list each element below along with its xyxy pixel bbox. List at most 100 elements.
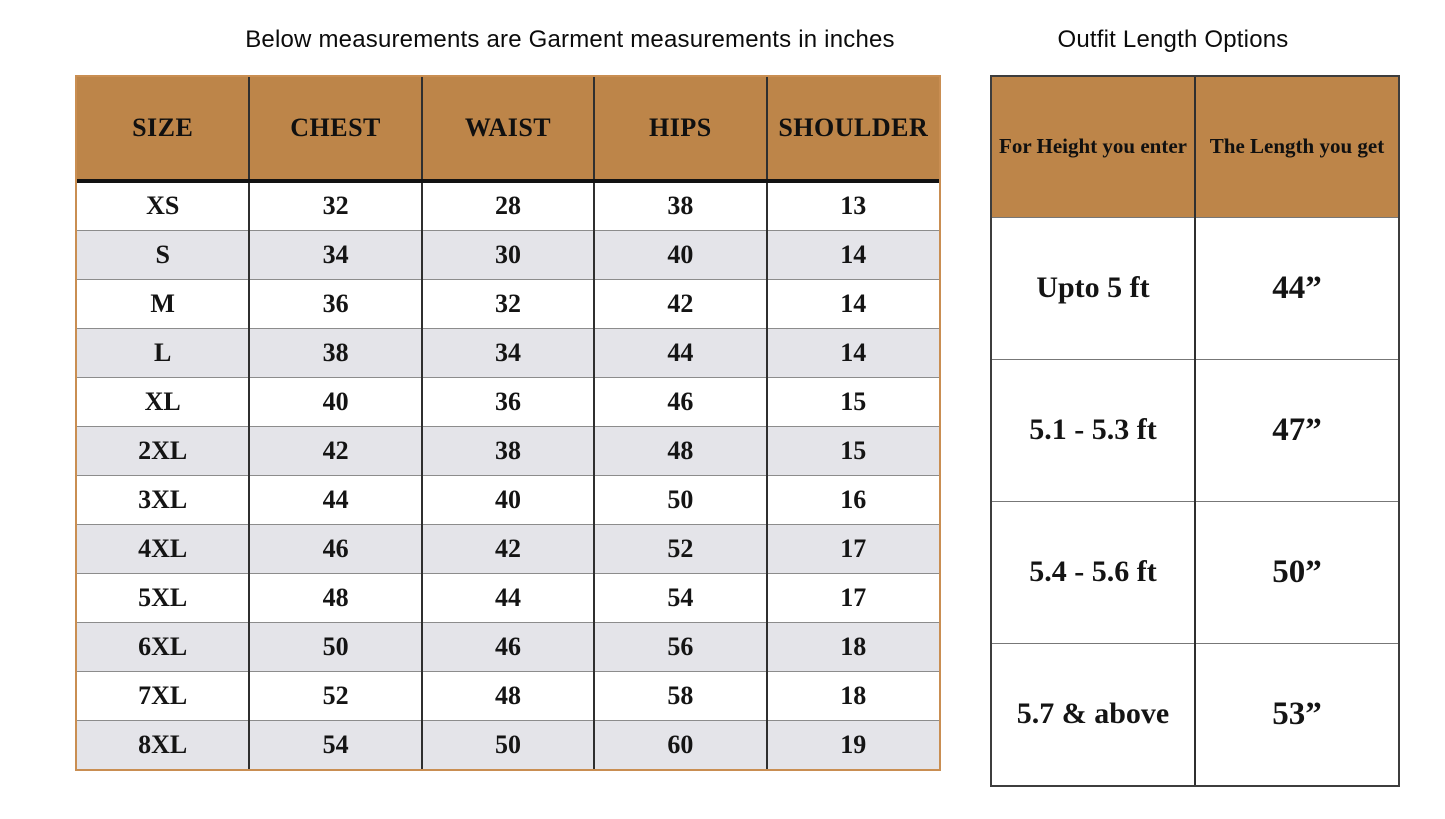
cell-chest: 50 [248, 621, 422, 671]
table-row: 5.4 - 5.6 ft 50” [992, 500, 1398, 643]
cell-chest: 48 [248, 572, 422, 622]
cell-hips: 48 [593, 425, 767, 475]
table-row: M 36 32 42 14 [77, 278, 939, 328]
column-header-length: The Length you get [1194, 77, 1398, 218]
cell-size: S [77, 229, 250, 279]
cell-chest: 32 [248, 181, 422, 230]
cell-hips: 54 [593, 572, 767, 622]
cell-size: M [77, 278, 250, 328]
cell-shoulder: 18 [765, 670, 939, 720]
header-row: For Height you enter The Length you get [992, 77, 1398, 218]
table-row: 8XL 54 50 60 19 [77, 719, 939, 769]
table-row: 6XL 50 46 56 18 [77, 621, 939, 671]
cell-hips: 38 [593, 181, 767, 230]
cell-hips: 56 [593, 621, 767, 671]
cell-chest: 44 [248, 474, 422, 524]
cell-size: 4XL [77, 523, 250, 573]
table-row: XL 40 36 46 15 [77, 376, 939, 426]
cell-waist: 44 [420, 572, 595, 622]
cell-shoulder: 19 [765, 719, 939, 769]
cell-chest: 52 [248, 670, 422, 720]
cell-hips: 42 [593, 278, 767, 328]
cell-waist: 28 [420, 181, 595, 230]
cell-hips: 52 [593, 523, 767, 573]
cell-waist: 46 [420, 621, 595, 671]
cell-chest: 40 [248, 376, 422, 426]
table-row: L 38 34 44 14 [77, 327, 939, 377]
cell-chest: 46 [248, 523, 422, 573]
column-header-height: For Height you enter [992, 77, 1195, 218]
cell-length: 53” [1194, 642, 1398, 785]
cell-size: 2XL [77, 425, 250, 475]
cell-shoulder: 13 [765, 181, 939, 230]
table-row: Upto 5 ft 44” [992, 217, 1398, 359]
table-row: 5.1 - 5.3 ft 47” [992, 358, 1398, 501]
garment-measurements-section: Below measurements are Garment measureme… [75, 26, 941, 771]
cell-waist: 50 [420, 719, 595, 769]
cell-waist: 38 [420, 425, 595, 475]
column-header-hips: HIPS [593, 77, 767, 183]
cell-size: XS [77, 181, 250, 230]
cell-length: 47” [1194, 358, 1398, 501]
cell-chest: 34 [248, 229, 422, 279]
cell-length: 50” [1194, 500, 1398, 643]
cell-length: 44” [1194, 217, 1398, 359]
cell-shoulder: 15 [765, 425, 939, 475]
cell-hips: 58 [593, 670, 767, 720]
cell-chest: 38 [248, 327, 422, 377]
outfit-length-table: For Height you enter The Length you get … [992, 77, 1398, 785]
cell-waist: 48 [420, 670, 595, 720]
outfit-length-section: Outfit Length Options For Height you ent… [990, 26, 1400, 787]
cell-size: 7XL [77, 670, 250, 720]
cell-waist: 36 [420, 376, 595, 426]
garment-table-title: Below measurements are Garment measureme… [245, 26, 895, 53]
cell-size: 5XL [77, 572, 250, 622]
cell-shoulder: 14 [765, 327, 939, 377]
cell-size: 8XL [77, 719, 250, 769]
cell-shoulder: 15 [765, 376, 939, 426]
cell-waist: 34 [420, 327, 595, 377]
cell-shoulder: 17 [765, 523, 939, 573]
cell-shoulder: 14 [765, 229, 939, 279]
outfit-table-title: Outfit Length Options [1057, 26, 1289, 53]
cell-height-range: 5.4 - 5.6 ft [992, 500, 1195, 643]
cell-hips: 40 [593, 229, 767, 279]
outfit-length-table-border: For Height you enter The Length you get … [990, 75, 1400, 787]
cell-height-range: Upto 5 ft [992, 217, 1195, 359]
header-row: SIZE CHEST WAIST HIPS SHOULDER [77, 77, 939, 183]
cell-waist: 42 [420, 523, 595, 573]
table-row: 5XL 48 44 54 17 [77, 572, 939, 622]
garment-size-table: SIZE CHEST WAIST HIPS SHOULDER XS 32 28 … [77, 77, 939, 769]
cell-chest: 36 [248, 278, 422, 328]
cell-size: XL [77, 376, 250, 426]
cell-shoulder: 14 [765, 278, 939, 328]
cell-hips: 46 [593, 376, 767, 426]
cell-waist: 30 [420, 229, 595, 279]
cell-waist: 40 [420, 474, 595, 524]
cell-hips: 50 [593, 474, 767, 524]
table-row: S 34 30 40 14 [77, 229, 939, 279]
cell-waist: 32 [420, 278, 595, 328]
column-header-size: SIZE [77, 77, 250, 183]
cell-shoulder: 16 [765, 474, 939, 524]
cell-height-range: 5.7 & above [992, 642, 1195, 785]
cell-hips: 60 [593, 719, 767, 769]
cell-size: L [77, 327, 250, 377]
cell-height-range: 5.1 - 5.3 ft [992, 358, 1195, 501]
column-header-chest: CHEST [248, 77, 422, 183]
table-row: 2XL 42 38 48 15 [77, 425, 939, 475]
cell-shoulder: 18 [765, 621, 939, 671]
table-row: XS 32 28 38 13 [77, 181, 939, 230]
cell-hips: 44 [593, 327, 767, 377]
cell-size: 6XL [77, 621, 250, 671]
table-row: 7XL 52 48 58 18 [77, 670, 939, 720]
table-row: 4XL 46 42 52 17 [77, 523, 939, 573]
table-row: 5.7 & above 53” [992, 642, 1398, 785]
column-header-shoulder: SHOULDER [765, 77, 939, 183]
column-header-waist: WAIST [420, 77, 595, 183]
cell-shoulder: 17 [765, 572, 939, 622]
cell-size: 3XL [77, 474, 250, 524]
table-row: 3XL 44 40 50 16 [77, 474, 939, 524]
cell-chest: 42 [248, 425, 422, 475]
cell-chest: 54 [248, 719, 422, 769]
